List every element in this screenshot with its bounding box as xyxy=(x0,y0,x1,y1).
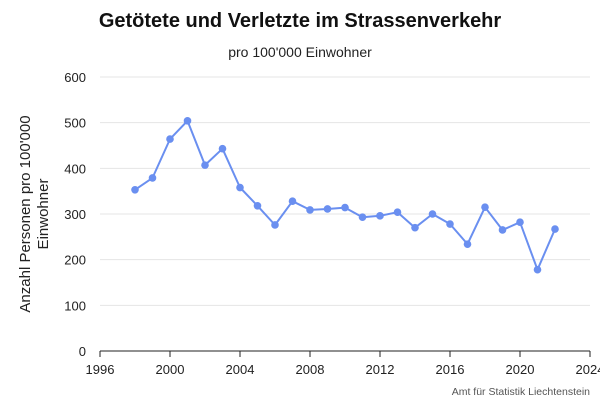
data-point[interactable] xyxy=(376,212,384,220)
data-point[interactable] xyxy=(323,205,332,213)
data-point[interactable] xyxy=(411,223,419,232)
series-line xyxy=(134,119,556,271)
x-tick-label: 2016 xyxy=(436,362,465,377)
data-point[interactable] xyxy=(271,221,279,229)
x-tick-label: 2000 xyxy=(156,362,185,377)
source-credit: Amt für Statistik Liechtenstein xyxy=(452,386,590,398)
data-point[interactable] xyxy=(148,174,157,182)
x-tick-label: 1996 xyxy=(86,362,115,377)
data-point[interactable] xyxy=(428,210,437,218)
y-tick-label: 200 xyxy=(64,253,86,268)
data-point[interactable] xyxy=(236,183,244,192)
x-tick-label: 2012 xyxy=(366,362,395,377)
data-point[interactable] xyxy=(358,213,367,221)
y-tick-label: 0 xyxy=(79,344,86,359)
y-tick-label: 600 xyxy=(64,70,86,85)
y-tick-label: 300 xyxy=(64,207,86,222)
x-tick-label: 2008 xyxy=(296,362,325,377)
chart-subtitle: pro 100'000 Einwohner xyxy=(228,44,372,60)
data-point[interactable] xyxy=(516,218,524,227)
data-point[interactable] xyxy=(166,135,174,143)
data-point[interactable] xyxy=(481,203,489,211)
grid-lines xyxy=(100,76,590,306)
data-point[interactable] xyxy=(533,265,542,274)
series xyxy=(131,117,559,274)
data-point[interactable] xyxy=(201,161,209,169)
data-point[interactable] xyxy=(253,201,262,210)
y-axis-label-line-2: Einwohner xyxy=(35,179,52,250)
data-point[interactable] xyxy=(131,185,139,194)
data-point[interactable] xyxy=(183,117,192,125)
y-tick-label: 500 xyxy=(64,116,86,131)
x-tick-label: 2024 xyxy=(576,362,600,377)
y-axis-ticks: 0 100 200 300 400 500 600 xyxy=(64,70,86,359)
data-point[interactable] xyxy=(551,225,559,233)
data-point[interactable] xyxy=(498,226,507,234)
y-axis-label-line-1: Anzahl Personen pro 100'000 xyxy=(17,115,34,312)
y-axis-label: Anzahl Personen pro 100'000 Einwohner xyxy=(17,115,52,312)
data-point[interactable] xyxy=(341,203,349,212)
data-point[interactable] xyxy=(463,240,472,248)
x-tick-label: 2020 xyxy=(506,362,535,377)
data-point[interactable] xyxy=(446,220,454,228)
x-axis-ticks: 1996 2000 2004 2008 2012 2016 2020 2024 xyxy=(86,351,600,377)
data-point[interactable] xyxy=(218,144,227,153)
y-tick-label: 400 xyxy=(64,161,86,176)
y-tick-label: 100 xyxy=(64,298,86,313)
data-point[interactable] xyxy=(393,208,402,216)
x-tick-label: 2004 xyxy=(226,362,255,377)
data-point[interactable] xyxy=(306,206,314,214)
data-point[interactable] xyxy=(288,197,297,206)
chart-title: Getötete und Verletzte im Strassenverkeh… xyxy=(99,10,502,32)
